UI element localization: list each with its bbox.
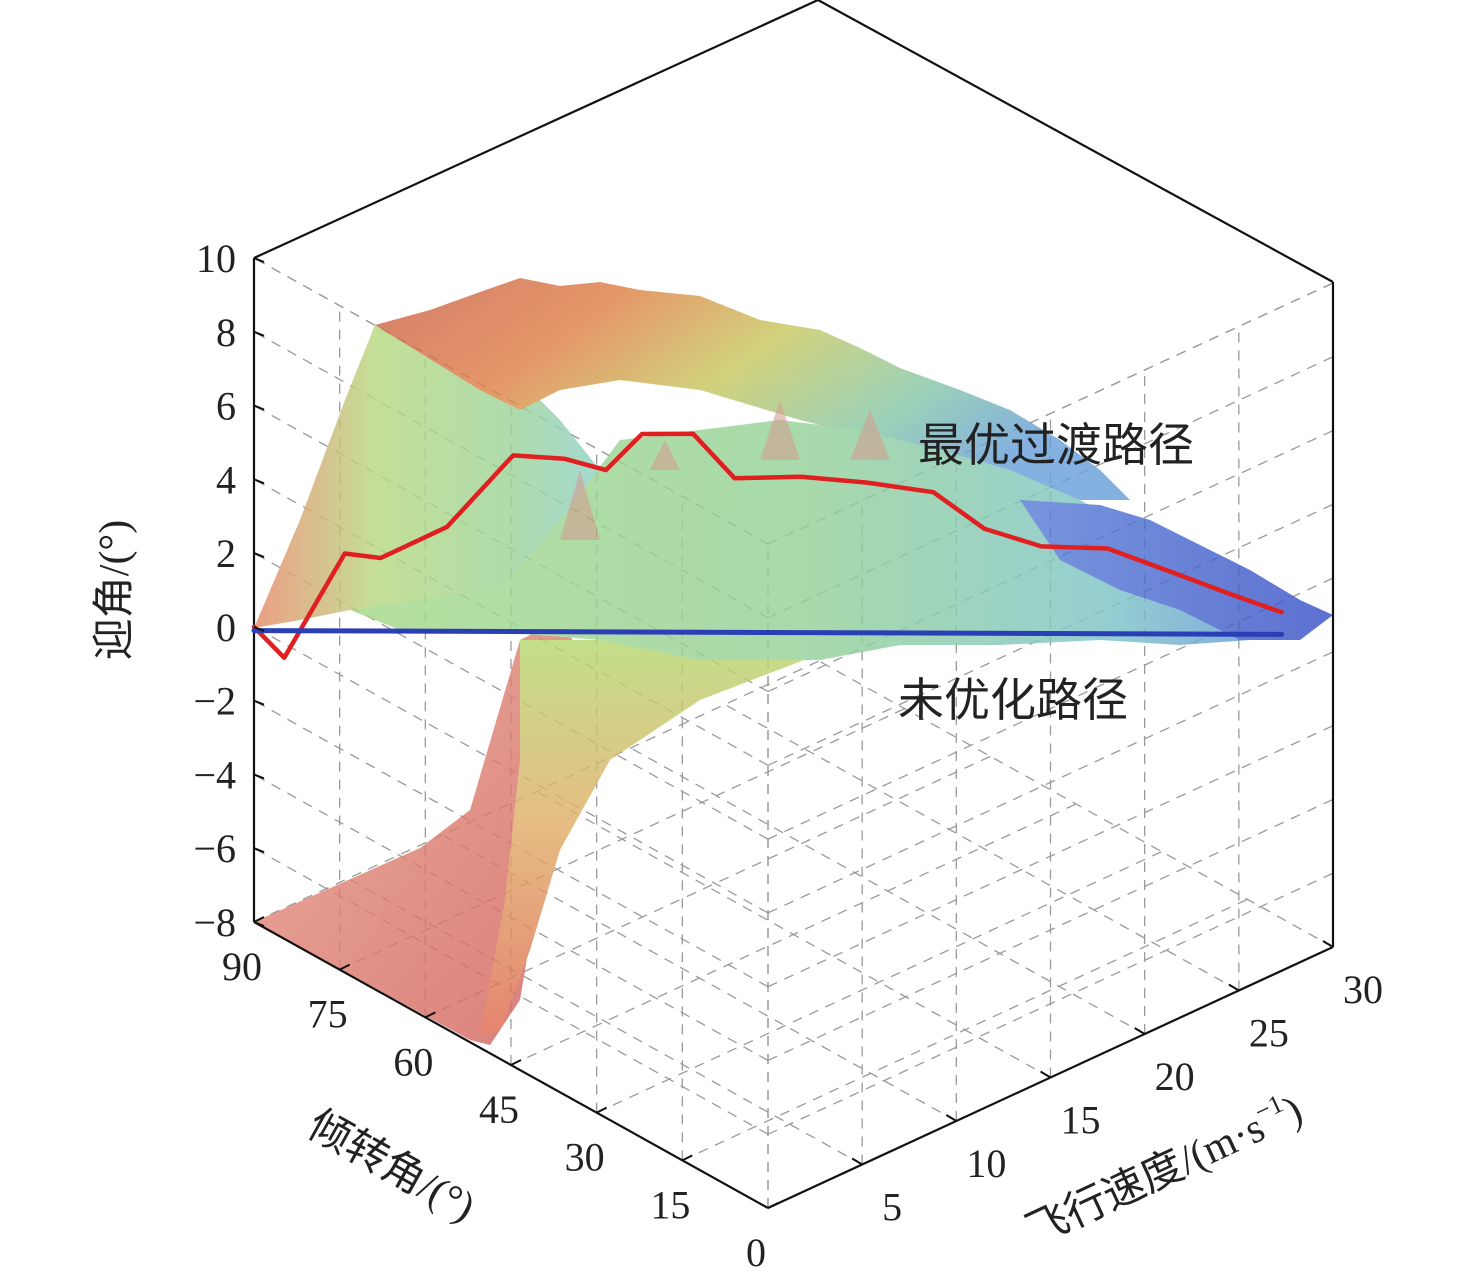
z-tick-mark	[253, 699, 265, 706]
y-axis-label: 倾转角/(°)	[300, 1102, 482, 1231]
surface-plot	[254, 278, 1333, 1045]
x-axis-label-main: 飞行速度/(m·s	[1020, 1105, 1272, 1255]
y-tick-mark	[596, 1106, 608, 1114]
y-tick-mark	[424, 1011, 436, 1019]
z-tick-mark	[253, 847, 265, 854]
z-tick-label: 0	[216, 605, 236, 650]
z-tick-label: −6	[193, 826, 236, 871]
x-tick-mark	[1134, 1027, 1146, 1035]
x-tick-mark	[1039, 1070, 1052, 1079]
y-tick-mark	[253, 916, 265, 923]
y-tick-label: 60	[393, 1039, 433, 1084]
y-tick-label: 75	[308, 992, 348, 1037]
surface-mid-patch	[350, 420, 1300, 660]
surface-spike-patch	[560, 400, 890, 540]
grid-line	[818, 660, 1334, 948]
y-tick-label: 90	[222, 944, 262, 989]
z-tick-label: −2	[193, 679, 236, 724]
grid-line	[630, 747, 1145, 1035]
series-layer	[251, 431, 1285, 660]
surface-drop-patch	[480, 640, 830, 1035]
y-tick-mark	[681, 1154, 693, 1162]
y-tick-label: 0	[746, 1230, 766, 1275]
y-tick-label: 15	[650, 1182, 690, 1227]
series-line-optimal-path	[251, 431, 1284, 660]
x-tick-mark	[1228, 983, 1240, 992]
z-tick-mark	[253, 921, 265, 927]
y-tick-mark	[510, 1059, 522, 1066]
grid-line	[767, 282, 1334, 545]
x-tick-mark	[945, 1114, 957, 1122]
z-tick-label: 6	[216, 384, 236, 429]
z-axis-label: 迎角/(°)	[92, 520, 138, 660]
y-tick-mark	[767, 1202, 779, 1209]
x-tick-label: 10	[966, 1141, 1006, 1186]
y-tick-label: 45	[479, 1087, 519, 1132]
z-tick-label: 4	[216, 457, 236, 502]
z-tick-label: 8	[216, 310, 236, 355]
z-tick-mark	[253, 404, 265, 411]
x-tick-label: 20	[1155, 1054, 1195, 1099]
series-line-unoptimized-path	[251, 628, 1285, 637]
annotation-unoptimized-path: 未优化路径	[898, 675, 1128, 726]
x-tick-mark	[1322, 940, 1334, 948]
surface-top-patch	[375, 278, 1130, 500]
z-tick-mark	[253, 773, 265, 780]
z-tick-mark	[253, 625, 265, 632]
annotation-optimal-path: 最优过渡路径	[918, 420, 1194, 471]
z-tick-mark	[253, 330, 265, 337]
z-tick-label: −4	[193, 752, 236, 797]
x-tick-label: 25	[1249, 1011, 1289, 1056]
z-tick-label: 2	[216, 531, 236, 576]
z-tick-mark	[253, 257, 265, 263]
x-tick-mark	[851, 1157, 863, 1166]
y-tick-mark	[339, 963, 351, 971]
z-tick-label: 10	[196, 236, 236, 281]
grid-line	[596, 851, 1162, 1114]
grid-line	[724, 703, 1240, 992]
z-tick-mark	[253, 478, 265, 485]
z-tick-mark	[253, 552, 265, 559]
x-tick-label: 5	[882, 1185, 902, 1230]
x-tick-label: 15	[1061, 1098, 1101, 1143]
x-tick-label: 30	[1343, 967, 1383, 1012]
y-tick-label: 30	[565, 1135, 605, 1180]
z-tick-label: −8	[193, 900, 236, 945]
grid-line	[425, 755, 991, 1018]
grid-line	[536, 790, 1051, 1079]
